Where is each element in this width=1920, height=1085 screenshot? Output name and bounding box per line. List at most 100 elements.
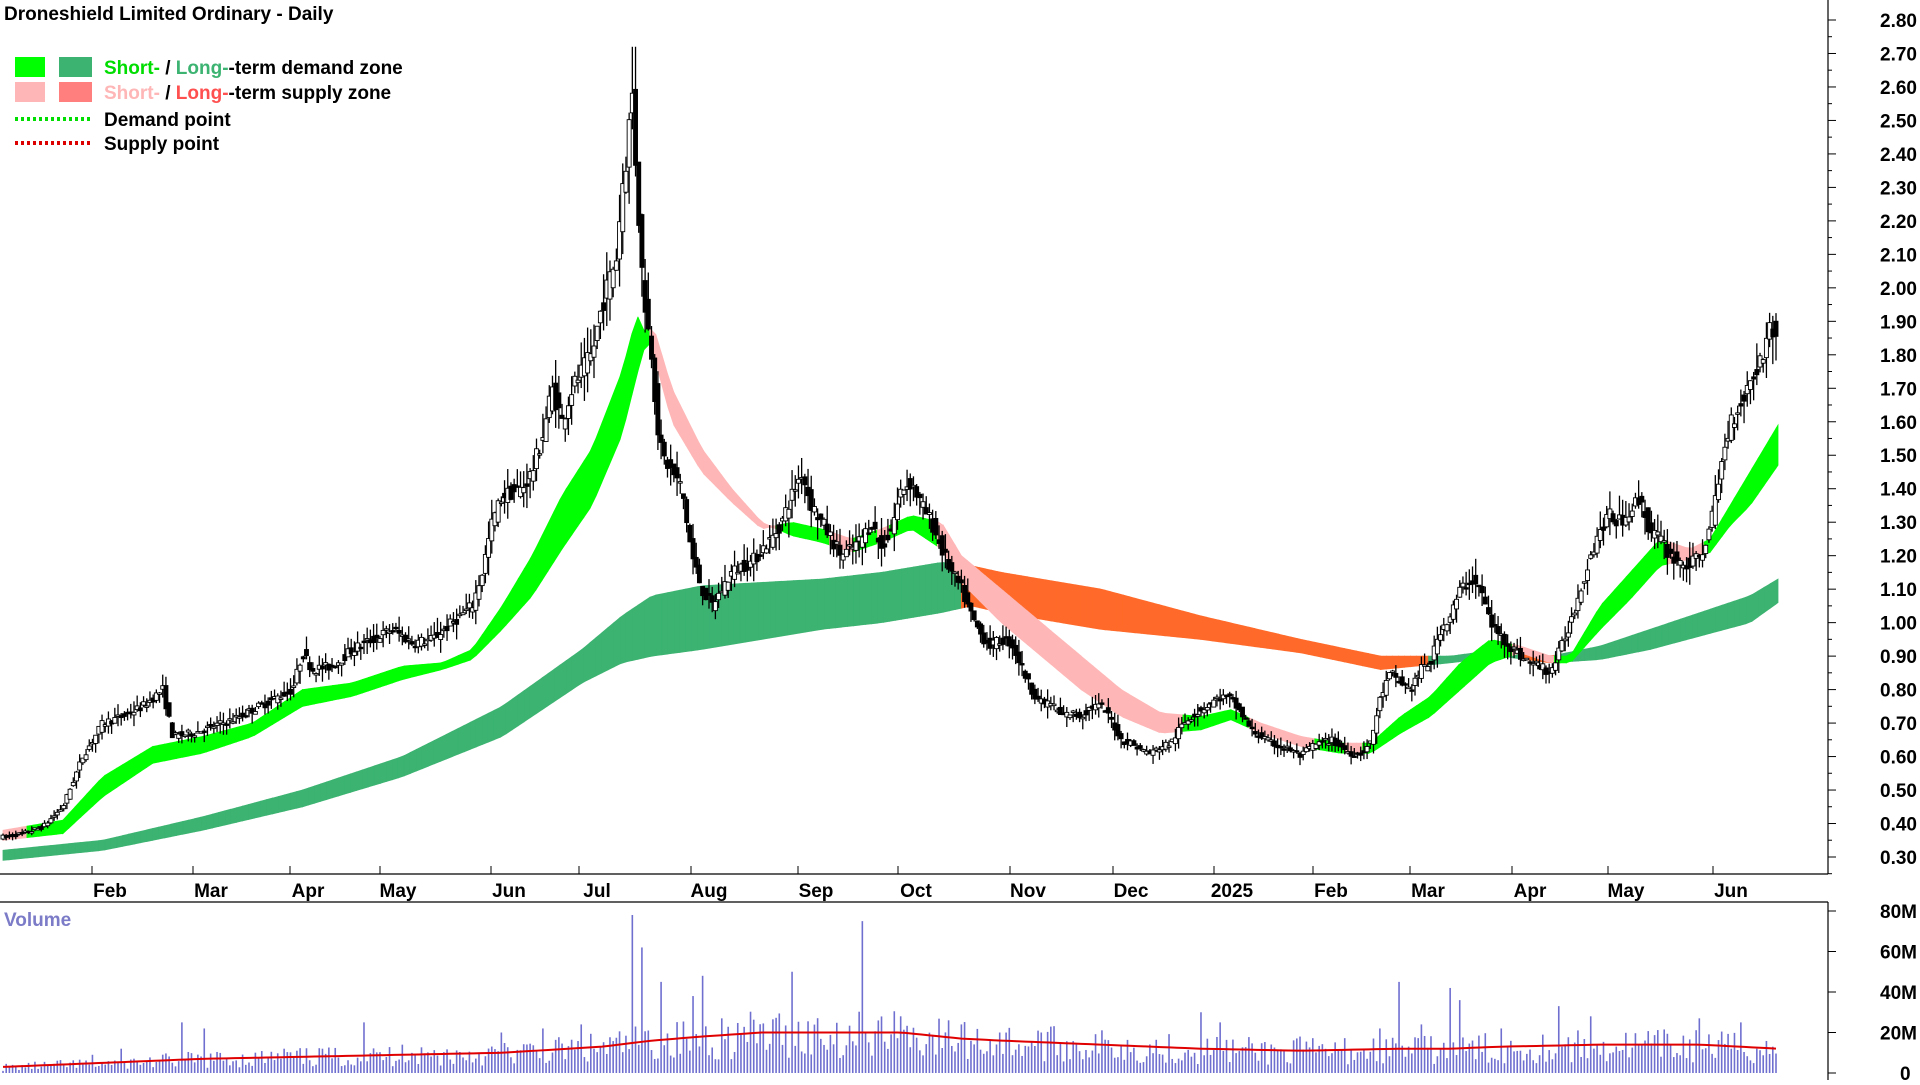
- candle-body: [907, 478, 913, 490]
- candle-body: [1077, 711, 1083, 719]
- legend: Short- / Long--term demand zone Short- /…: [15, 57, 403, 155]
- long-term-zone-segment: [529, 681, 537, 719]
- long-term-zone-segment: [1769, 579, 1777, 610]
- candle-body: [1527, 661, 1533, 664]
- long-term-zone-segment: [895, 568, 902, 621]
- short-term-zone-segment: [266, 708, 273, 729]
- long-term-zone-segment: [655, 593, 663, 657]
- short-term-zone-segment: [1769, 427, 1777, 479]
- long-term-zone-segment: [1200, 615, 1208, 641]
- candle-body: [1105, 707, 1111, 714]
- candle-body: [1070, 710, 1076, 713]
- long-term-zone-segment: [745, 582, 753, 643]
- short-term-zone-segment: [350, 681, 357, 698]
- short-term-zone-segment: [559, 487, 567, 554]
- short-term-zone-segment: [457, 652, 465, 665]
- candle-body: [1153, 747, 1159, 751]
- long-term-zone-segment: [176, 821, 184, 836]
- candle-body: [1700, 554, 1705, 561]
- short-term-zone-segment: [1128, 693, 1136, 723]
- short-term-zone-segment: [80, 793, 88, 818]
- candle-body: [1035, 695, 1041, 700]
- long-term-zone-segment: [763, 581, 771, 640]
- short-term-zone-segment: [1416, 700, 1424, 725]
- long-term-zone-segment: [122, 833, 130, 847]
- candle-body: [735, 571, 741, 575]
- short-term-zone-segment: [1613, 582, 1621, 617]
- price-tick-label: 0.50: [1880, 781, 1917, 802]
- candle-body: [163, 685, 169, 710]
- candle-body: [192, 735, 198, 738]
- long-term-zone-segment: [733, 583, 741, 645]
- long-term-zone-segment: [1188, 612, 1196, 640]
- candle-body: [371, 635, 377, 643]
- short-term-zone-segment: [613, 376, 621, 455]
- short-term-zone-segment: [302, 688, 309, 707]
- candle-body: [189, 733, 194, 737]
- candle-body: [265, 700, 271, 706]
- short-term-zone-segment: [92, 779, 100, 807]
- long-term-zone-segment: [92, 840, 100, 852]
- long-term-zone-segment: [1350, 649, 1358, 665]
- short-term-zone-segment: [913, 515, 920, 536]
- short-term-zone-segment: [1547, 655, 1555, 664]
- short-term-zone-segment: [122, 760, 130, 785]
- candle-body: [1754, 369, 1760, 376]
- candle-body: [1489, 614, 1495, 628]
- long-term-zone-segment: [1230, 622, 1238, 645]
- long-term-zone-segment: [1607, 640, 1615, 659]
- short-term-zone-segment: [1452, 664, 1459, 698]
- candle-body: [613, 260, 619, 271]
- candle-body: [214, 722, 220, 726]
- long-term-zone-segment: [577, 646, 585, 687]
- candle-body: [137, 707, 143, 712]
- short-term-zone-segment: [308, 687, 315, 706]
- date-tick-label: Feb: [93, 881, 127, 902]
- candle-body: [486, 538, 492, 558]
- candle-body: [313, 673, 319, 676]
- long-term-zone-segment: [272, 795, 279, 815]
- short-term-zone-segment: [1721, 507, 1729, 538]
- short-term-zone-segment: [805, 524, 813, 541]
- long-term-zone-segment: [1116, 592, 1124, 632]
- short-term-zone-segment: [1164, 712, 1172, 734]
- long-term-zone-segment: [643, 596, 651, 659]
- candle-body: [297, 664, 303, 672]
- long-term-zone-segment: [421, 742, 429, 770]
- candle-body: [534, 448, 539, 470]
- candle-body: [489, 518, 495, 542]
- long-term-zone-segment: [1164, 605, 1172, 637]
- candle-body: [661, 441, 667, 457]
- short-term-zone-segment: [529, 547, 537, 600]
- candle-body: [952, 571, 958, 575]
- long-term-zone-segment: [523, 685, 531, 723]
- candle-body: [166, 702, 172, 717]
- long-term-zone-segment: [1284, 635, 1292, 652]
- candle-body: [1594, 535, 1600, 554]
- short-term-zone-segment: [1074, 650, 1082, 691]
- short-term-zone-segment: [703, 450, 711, 481]
- long-term-zone-segment: [50, 844, 58, 856]
- candle-body: [1319, 740, 1325, 743]
- candle-body: [645, 298, 651, 330]
- short-term-zone-segment: [1524, 646, 1531, 657]
- long-term-zone-segment: [1068, 583, 1076, 626]
- long-term-zone-segment: [338, 775, 345, 797]
- short-term-zone-segment: [248, 721, 255, 739]
- short-term-zone-segment: [811, 526, 819, 542]
- long-term-zone-segment: [1613, 638, 1621, 658]
- long-term-zone-segment: [691, 586, 699, 652]
- candle-body: [1575, 597, 1581, 612]
- long-term-zone-segment: [1032, 577, 1040, 620]
- candle-body: [1581, 581, 1587, 584]
- short-term-zone-segment: [1440, 677, 1447, 709]
- candle-body: [396, 630, 402, 634]
- short-term-zone-segment: [469, 642, 477, 661]
- long-term-zone-segment: [1655, 624, 1663, 649]
- short-term-zone-segment: [326, 685, 333, 703]
- long-term-zone-segment: [1637, 630, 1645, 653]
- candle-body: [380, 629, 386, 636]
- long-term-zone-segment: [817, 578, 825, 631]
- candle-body: [562, 418, 568, 430]
- long-term-zone-segment: [1727, 600, 1735, 630]
